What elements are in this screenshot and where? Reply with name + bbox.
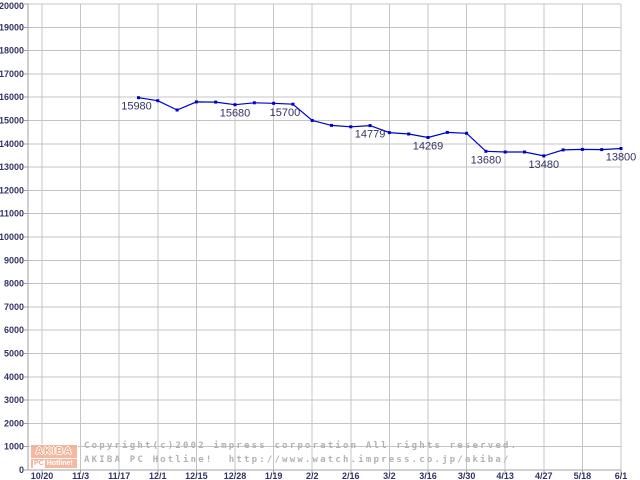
svg-text:1/19: 1/19 [265,471,283,480]
svg-text:10000: 10000 [0,232,24,242]
svg-text:5000: 5000 [4,349,24,359]
svg-text:9000: 9000 [4,255,24,265]
svg-text:3/30: 3/30 [458,471,476,480]
svg-text:2/16: 2/16 [342,471,360,480]
svg-text:6/1: 6/1 [615,471,628,480]
svg-text:13800: 13800 [606,152,637,164]
svg-text:11/17: 11/17 [108,471,130,480]
site-url-watermark: AKIBA PC Hotline! http://www.watch.impre… [84,455,511,465]
svg-text:4000: 4000 [4,372,24,382]
svg-text:3/2: 3/2 [383,471,396,480]
svg-text:15980: 15980 [121,101,152,113]
svg-text:2000: 2000 [4,418,24,428]
svg-text:14779: 14779 [355,129,386,141]
svg-text:13480: 13480 [529,159,560,171]
svg-text:8000: 8000 [4,279,24,289]
svg-text:16000: 16000 [0,92,24,102]
svg-text:15680: 15680 [220,108,251,120]
svg-text:14000: 14000 [0,139,24,149]
svg-text:12000: 12000 [0,185,24,195]
svg-text:3000: 3000 [4,395,24,405]
svg-text:13000: 13000 [0,162,24,172]
svg-text:3/16: 3/16 [419,471,437,480]
svg-text:12/1: 12/1 [149,471,167,480]
svg-text:15000: 15000 [0,116,24,126]
svg-text:11000: 11000 [0,209,24,219]
svg-text:12/15: 12/15 [185,471,208,480]
svg-text:12/28: 12/28 [224,471,247,480]
copyright-watermark: Copyright(c)2002 impress corporation All… [84,441,519,451]
akiba-logo-subtitle: PC Hotline! [31,458,77,468]
svg-text:0: 0 [19,465,24,475]
svg-text:4/13: 4/13 [496,471,514,480]
svg-text:5/18: 5/18 [574,471,592,480]
svg-text:6000: 6000 [4,325,24,335]
svg-text:7000: 7000 [4,302,24,312]
svg-text:15700: 15700 [270,107,301,119]
svg-text:11/3: 11/3 [72,471,89,480]
svg-text:10/20: 10/20 [31,471,54,480]
svg-text:20000: 20000 [0,1,24,11]
akiba-logo-title: AKIBA [35,446,73,457]
svg-text:19000: 19000 [0,22,24,32]
svg-text:17000: 17000 [0,69,24,79]
akiba-pc-hotline-logo: AKIBA PC Hotline! [30,444,78,469]
svg-text:4/27: 4/27 [535,471,553,480]
svg-text:18000: 18000 [0,46,24,56]
svg-text:2/2: 2/2 [306,471,319,480]
svg-text:1000: 1000 [4,442,24,452]
svg-text:14269: 14269 [413,141,444,153]
svg-text:13680: 13680 [471,154,502,166]
logo-pc-badge: PC [33,459,45,468]
logo-hotline-text: Hotline! [46,459,73,467]
